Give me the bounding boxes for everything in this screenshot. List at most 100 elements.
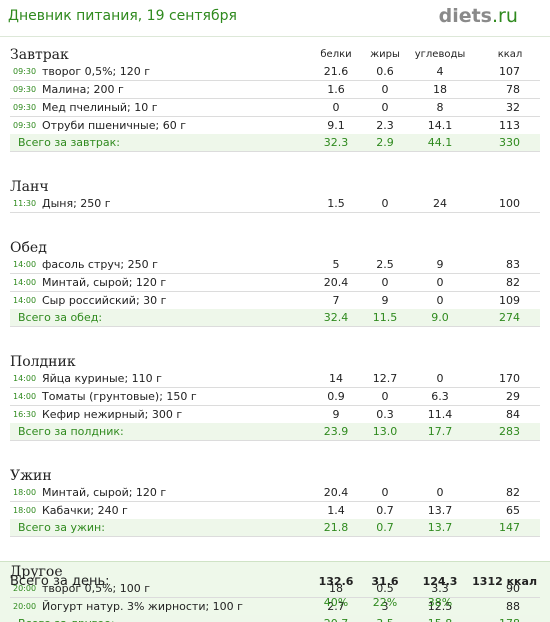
day-percent: 40% — [323, 596, 349, 609]
time: 09:30 — [13, 103, 37, 112]
total-row — [10, 519, 540, 537]
food-name: Кабачки; 240 г — [42, 504, 128, 517]
nutrient-value: 170 — [499, 372, 520, 385]
food-name: Кефир нежирный; 300 г — [42, 408, 183, 421]
food-name: фасоль струч; 250 г — [42, 258, 158, 271]
food-row — [10, 388, 540, 406]
nutrient-value: 20.4 — [323, 486, 349, 499]
total-value: 23.9 — [323, 425, 349, 438]
nutrient-value: 65 — [506, 504, 520, 517]
section-title: Обед — [10, 240, 47, 256]
total-row — [10, 309, 540, 327]
food-row — [10, 99, 540, 117]
nutrient-value: 29 — [506, 390, 520, 403]
time: 14:00 — [13, 392, 37, 401]
nutrient-value: 0 — [436, 486, 444, 499]
nutrient-value: 1.4 — [327, 504, 345, 517]
total-value: 20.7 — [324, 617, 349, 622]
food-name: Дыня; 250 г — [42, 197, 111, 210]
day-total-value: 31.6 — [371, 575, 399, 588]
time: 18:00 — [13, 488, 37, 497]
nutrient-value: 2.7 — [327, 600, 345, 613]
total-value: 32.4 — [323, 311, 349, 324]
nutrient-value: 0 — [381, 486, 389, 499]
nutrient-value: 13.7 — [427, 504, 453, 517]
nutrient-value: 82 — [506, 276, 520, 289]
nutrient-value: 82 — [506, 486, 520, 499]
total-value: 21.8 — [323, 521, 349, 534]
day-total-value: 1312 ккал — [472, 575, 537, 588]
nutrient-value: 1.5 — [327, 197, 345, 210]
time: 16:30 — [13, 410, 37, 419]
nutrient-value: 14 — [329, 372, 343, 385]
food-name: Яйца куриные; 110 г — [42, 372, 162, 385]
nutrient-value: 9 — [332, 408, 340, 421]
time: 18:00 — [13, 506, 37, 515]
nutrient-value: 0.5 — [376, 582, 394, 595]
total-value: 3.5 — [376, 617, 394, 622]
day-total-label: Всего за день: — [10, 574, 110, 589]
nutrient-value: 100 — [499, 197, 520, 210]
total-value: 9.0 — [431, 311, 449, 324]
total-row — [10, 423, 540, 441]
nutrient-value: 109 — [499, 294, 520, 307]
total-value: 330 — [499, 136, 520, 149]
nutrient-value: 84 — [506, 408, 520, 421]
food-name: Йогурт натур. 3% жирности; 100 г — [42, 600, 243, 613]
food-row — [10, 370, 540, 388]
nutrient-value: 1.6 — [327, 83, 345, 96]
nutrient-value: 78 — [506, 83, 520, 96]
total-value: 2.9 — [376, 136, 394, 149]
section-title: Другое — [10, 564, 63, 580]
nutrient-value: 24 — [433, 197, 447, 210]
total-value: 15.8 — [428, 617, 453, 622]
food-row — [10, 256, 540, 274]
total-value: 178 — [499, 617, 520, 622]
time: 09:30 — [13, 67, 37, 76]
nutrient-value: 12.7 — [372, 372, 398, 385]
time: 11:30 — [13, 199, 37, 208]
time: 14:00 — [13, 374, 37, 383]
nutrient-value: 5 — [332, 258, 340, 271]
food-row — [10, 63, 540, 81]
section-title: Полдник — [10, 354, 76, 370]
total-label: Всего за обед: — [18, 311, 103, 324]
food-name: Минтай, сырой; 120 г — [42, 276, 167, 289]
total-value: 274 — [499, 311, 520, 324]
time: 20:00 — [13, 584, 37, 593]
header-rule — [0, 36, 550, 37]
day-total-band — [0, 561, 550, 622]
total-value: 147 — [499, 521, 520, 534]
food-row — [10, 81, 540, 99]
time: 14:00 — [13, 296, 37, 305]
nutrient-value: 11.4 — [427, 408, 453, 421]
food-row — [10, 484, 540, 502]
food-name: Томаты (грунтовые); 150 г — [42, 390, 197, 403]
time: 09:30 — [13, 121, 37, 130]
nutrient-value: 14.1 — [427, 119, 453, 132]
time: 20:00 — [13, 602, 37, 611]
nutrient-value: 0.9 — [327, 390, 345, 403]
total-value: 13.7 — [427, 521, 453, 534]
section-title: Ужин — [10, 468, 52, 484]
nutrient-value: 18 — [329, 582, 343, 595]
nutrient-value: 3 — [381, 600, 389, 613]
nutrient-value: 0 — [436, 372, 444, 385]
day-percent: 38% — [427, 596, 453, 609]
nutrient-value: 83 — [506, 258, 520, 271]
total-value: 283 — [499, 425, 520, 438]
nutrient-value: 0.6 — [376, 65, 394, 78]
nutrient-value: 107 — [499, 65, 520, 78]
title: Дневник питания, 19 сентября — [8, 8, 237, 24]
logo: diets — [438, 5, 492, 27]
time: 14:00 — [13, 260, 37, 269]
total-value: 0.7 — [376, 521, 394, 534]
total-value: 17.7 — [427, 425, 453, 438]
time: 14:00 — [13, 278, 37, 287]
total-value: 13.0 — [372, 425, 398, 438]
nutrient-value: 0.3 — [376, 408, 394, 421]
nutrient-value: 4 — [436, 65, 444, 78]
nutrient-value: 20.4 — [323, 276, 349, 289]
food-name: Отруби пшеничные; 60 г — [42, 119, 186, 132]
